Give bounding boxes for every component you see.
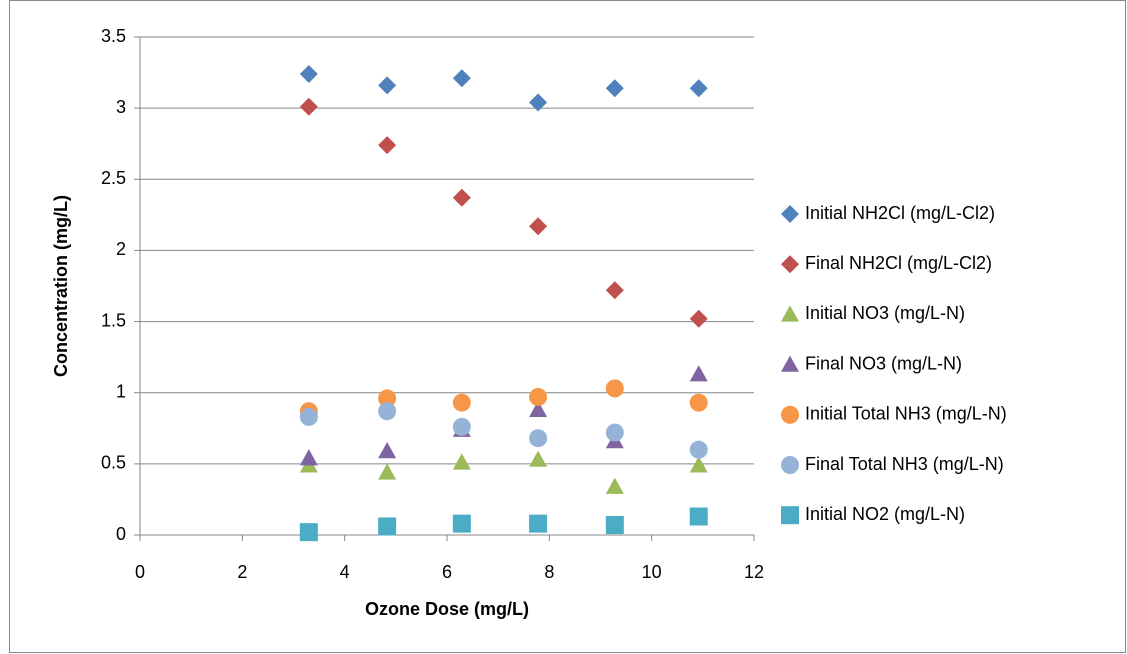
chart-border: [9, 0, 1126, 653]
legend-label: Final Total NH3 (mg/L-N): [805, 454, 1004, 474]
marker: [689, 393, 708, 412]
legend-label: Final NH2Cl (mg/L-Cl2): [805, 253, 992, 273]
y-tick-label: 3: [116, 97, 126, 117]
y-axis-title: Concentration (mg/L): [51, 195, 71, 377]
y-tick-label: 3.5: [101, 26, 126, 46]
marker: [452, 69, 471, 88]
legend-label: Initial Total NH3 (mg/L-N): [805, 404, 1007, 424]
marker: [689, 309, 708, 328]
marker: [299, 97, 318, 116]
marker: [378, 136, 397, 155]
marker: [529, 217, 548, 236]
y-tick-label: 1.5: [101, 310, 126, 330]
marker: [689, 507, 708, 526]
marker: [529, 400, 548, 417]
x-tick-label: 8: [544, 562, 554, 582]
x-tick-label: 10: [642, 562, 662, 582]
marker: [529, 429, 548, 448]
marker: [529, 514, 548, 533]
marker: [378, 76, 397, 95]
legend-marker: [781, 255, 799, 274]
y-tick-label: 0: [116, 524, 126, 544]
marker: [605, 477, 624, 494]
marker: [529, 387, 548, 406]
marker: [378, 442, 397, 459]
marker: [299, 523, 318, 542]
marker: [605, 516, 624, 535]
marker: [452, 393, 471, 412]
marker: [689, 79, 708, 98]
marker: [529, 93, 548, 112]
marker: [299, 64, 318, 83]
marker: [452, 417, 471, 436]
marker: [605, 281, 624, 300]
y-tick-label: 2: [116, 239, 126, 259]
marker: [452, 453, 471, 470]
marker: [452, 188, 471, 207]
y-tick-label: 0.5: [101, 453, 126, 473]
legend-marker: [781, 355, 799, 372]
marker: [529, 450, 548, 467]
marker: [605, 379, 624, 398]
marker: [605, 79, 624, 98]
legend-marker: [781, 506, 799, 525]
legend-label: Initial NO2 (mg/L-N): [805, 504, 965, 524]
legend-label: Initial NO3 (mg/L-N): [805, 303, 965, 323]
legend-marker: [781, 305, 799, 322]
marker: [378, 463, 397, 480]
legend-label: Final NO3 (mg/L-N): [805, 353, 962, 373]
marker: [452, 514, 471, 533]
y-tick-label: 1: [116, 381, 126, 401]
marker: [689, 456, 708, 473]
x-axis-title: Ozone Dose (mg/L): [365, 599, 529, 619]
marker: [378, 402, 397, 421]
marker: [299, 407, 318, 426]
marker: [689, 365, 708, 382]
legend-marker: [781, 205, 799, 223]
marker: [378, 389, 397, 408]
legend-marker: [781, 456, 799, 474]
legend-marker: [781, 405, 799, 424]
legend-label: Initial NH2Cl (mg/L-Cl2): [805, 203, 995, 223]
marker: [689, 440, 708, 459]
x-tick-label: 4: [340, 562, 350, 582]
x-tick-label: 6: [442, 562, 452, 582]
marker: [299, 449, 318, 466]
x-tick-label: 0: [135, 562, 145, 582]
marker: [378, 517, 397, 536]
y-tick-label: 2.5: [101, 168, 126, 188]
marker: [605, 423, 624, 442]
x-tick-label: 2: [237, 562, 247, 582]
x-tick-label: 12: [744, 562, 764, 582]
